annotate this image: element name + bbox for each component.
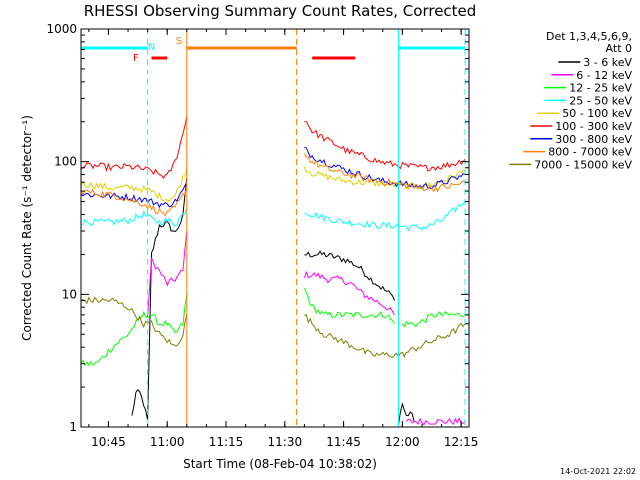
series-8 [80,153,466,217]
legend-entry-4: 25 - 50 keV [569,94,632,107]
x-tick-label: 11:15 [209,435,244,449]
legend-entry-8: 800 - 7000 keV [548,146,632,159]
series-9-trace-1 [80,296,188,347]
x-tick-label: 12:15 [444,435,479,449]
legend-entry-1: 3 - 6 keV [583,56,632,69]
flag-annotation-n: N [148,42,155,53]
x-tick-label: 11:45 [326,435,361,449]
series-9-trace-2 [304,313,466,359]
series-1-trace-3 [398,402,415,425]
flag-annotation-f: F [133,53,139,64]
series-2 [147,230,466,426]
series-1-trace-1 [131,178,188,421]
chart-title: RHESSI Observing Summary Count Rates, Co… [84,2,477,20]
legend-entry-2: 6 - 12 keV [576,69,632,82]
series-3-trace-3 [401,310,466,328]
legend-header-line-2: Att 0 [606,42,632,55]
footer-timestamp: 14-Oct-2021 22:02 [560,467,636,476]
series-3 [80,287,466,367]
series-6-trace-1 [80,116,188,179]
series-1-trace-2 [304,250,395,301]
legend-entry-7: 300 - 800 keV [555,133,632,146]
series-7-trace-2 [304,146,466,190]
y-tick-label: 1 [69,420,77,434]
plot-frame [80,28,470,428]
x-tick-label: 10:45 [91,435,126,449]
y-tick-label: 100 [54,155,77,169]
y-axis-label: Corrected Count Rate (s⁻¹ detector⁻¹) [20,115,34,341]
vline-layer [147,29,466,427]
series-2-trace-1 [147,230,188,317]
trace-layer [80,116,466,426]
legend-header-line-1: Det 1,3,4,5,6,9, [546,30,632,43]
y-tick-layer: 1 10 100 1000 [46,22,469,434]
y-tick-label: 10 [62,287,77,301]
series-1 [131,178,415,425]
series-5-trace-1 [80,167,188,202]
flag-layer [81,46,466,60]
series-4-trace-2 [304,201,466,232]
series-2-trace-2 [303,270,395,316]
x-tick-label: 11:00 [150,435,185,449]
series-4 [80,201,466,232]
series-7 [80,146,466,209]
series-6-trace-2 [304,121,466,172]
series-4-trace-1 [80,207,188,227]
series-6 [80,116,466,179]
x-tick-label: 11:30 [268,435,303,449]
x-tick-layer: 10:45 11:00 11:15 11:30 11:45 12:00 12:15 [88,29,479,449]
series-2-trace-3 [405,417,466,426]
series-8-trace-1 [80,186,188,217]
y-tick-label: 1000 [46,22,77,36]
series-3-trace-1 [80,294,188,367]
legend-entry-6: 100 - 300 keV [555,120,632,133]
legend-entry-3: 12 - 25 keV [569,82,632,95]
series-3-trace-2 [303,287,395,325]
x-tick-label: 12:00 [385,435,420,449]
legend-entry-9: 7000 - 15000 keV [534,158,632,171]
legend-entry-5: 50 - 100 keV [562,107,632,120]
series-9 [80,296,466,359]
flag-annotation-s: S [176,36,182,47]
series-8-trace-2 [303,153,466,193]
annotation-layer: FN S [133,36,182,64]
x-axis-label: Start Time (08-Feb-04 10:38:02) [183,457,377,471]
